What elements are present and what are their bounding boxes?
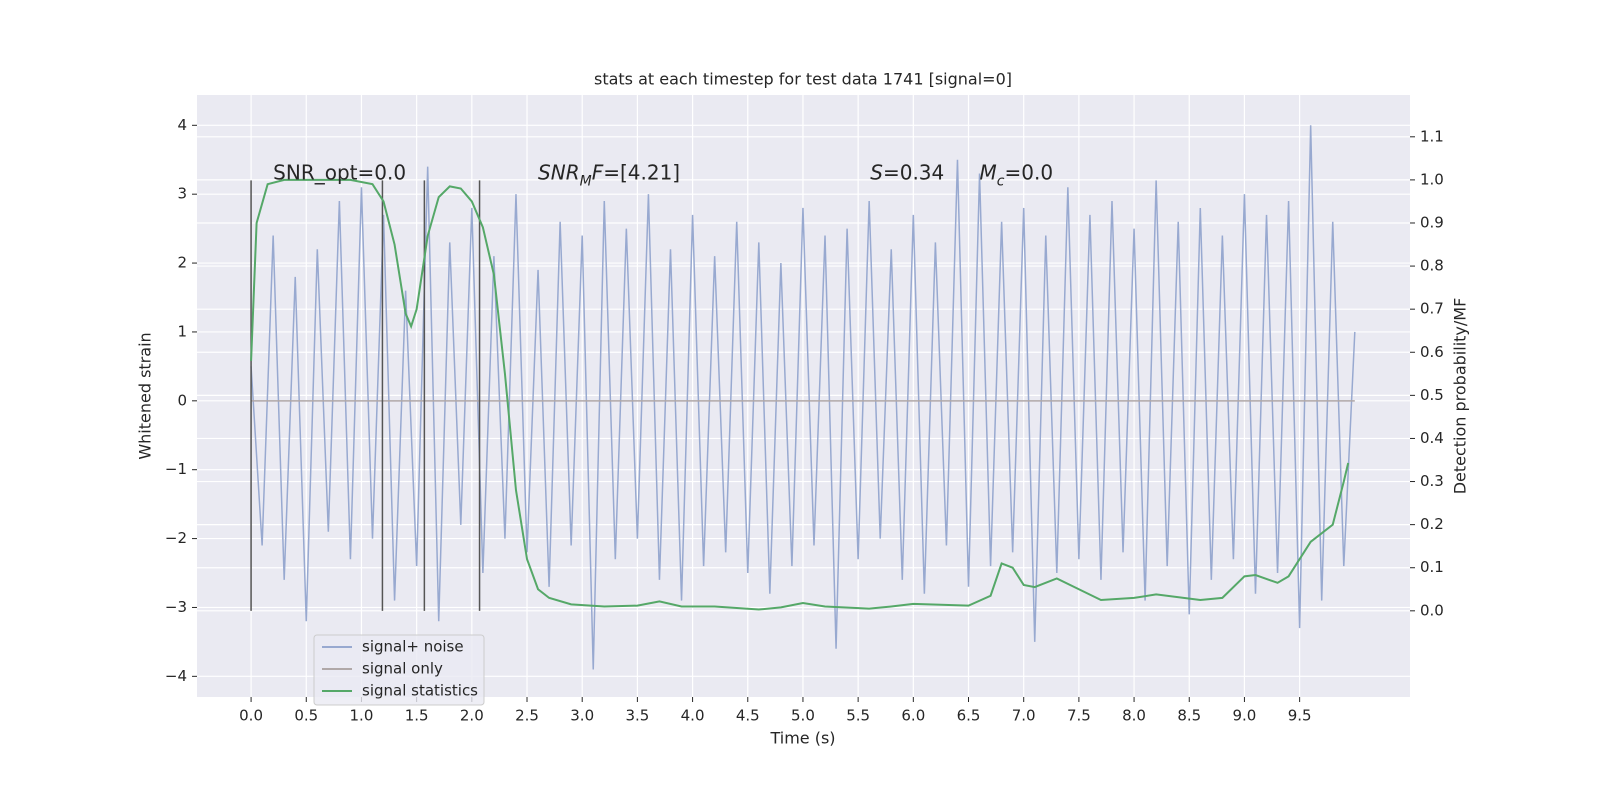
- marks: [250, 125, 1356, 670]
- y-axis-label: Whitened strain: [136, 332, 155, 459]
- y2-tick-label: 0.4: [1420, 429, 1444, 447]
- y2-tick-label: 0.0: [1420, 601, 1444, 619]
- y2-tick-label: 0.7: [1420, 300, 1444, 318]
- y2-tick-label: 0.8: [1420, 257, 1444, 275]
- annotation-part: =0.34: [883, 160, 944, 184]
- series-line: [250, 178, 1350, 611]
- annotation-part: =[4.21]: [603, 160, 680, 184]
- y2-tick-label: 1.1: [1420, 127, 1444, 145]
- annotation: Mc=0.0: [980, 160, 1054, 190]
- annotation-part: F: [592, 160, 604, 184]
- x-tick-label: 5.5: [846, 707, 870, 725]
- y2-tick-label: 0.2: [1420, 515, 1444, 533]
- legend-label: signal+ noise: [362, 638, 464, 656]
- y-tick-label: −2: [165, 529, 187, 547]
- y2-tick-label: 0.6: [1420, 343, 1444, 361]
- x-tick-label: 0.0: [239, 707, 263, 725]
- x-tick-label: 3.0: [570, 707, 594, 725]
- annotation-part: SNR: [538, 160, 580, 184]
- y2-tick-label: 0.1: [1420, 558, 1444, 576]
- y2-tick-label: 0.3: [1420, 472, 1444, 490]
- x-tick-label: 7.5: [1067, 707, 1091, 725]
- y2-tick-label: 1.0: [1420, 170, 1444, 188]
- y-tick-label: 4: [177, 116, 187, 134]
- annotation: S=0.34: [870, 160, 944, 184]
- annotation: SNR_opt=0.0: [273, 160, 406, 184]
- x-tick-label: 4.5: [736, 707, 760, 725]
- y-tick-label: −4: [165, 667, 187, 685]
- annotation-part: =0.0: [1005, 160, 1054, 184]
- x-tick-label: 8.5: [1177, 707, 1201, 725]
- y2-axis-label: Detection probability/MF: [1451, 298, 1470, 495]
- x-tick-label: 8.0: [1122, 707, 1146, 725]
- legend-box: [313, 634, 485, 706]
- y-tick-label: −3: [165, 598, 187, 616]
- annotation-part: c: [997, 174, 1005, 190]
- x-tick-label: 4.0: [681, 707, 705, 725]
- axes: 0.0 0.5 1.0 1.5 2.0 2.5 3.0 3.5 4.0 4.5 5.0 5.5 6.0 6…: [165, 116, 1444, 725]
- x-tick-label: 6.0: [901, 707, 925, 725]
- annotation: SNRMF=[4.21]: [538, 160, 680, 190]
- x-tick-label: 5.0: [791, 707, 815, 725]
- x-tick-label: 6.5: [957, 707, 981, 725]
- annotation-part: M: [980, 160, 997, 184]
- x-tick-label: 1.5: [405, 707, 429, 725]
- y2-tick-label: 0.9: [1420, 213, 1444, 231]
- chart-title: stats at each timestep for test data 174…: [594, 70, 1012, 89]
- y-tick-label: −1: [165, 460, 187, 478]
- x-tick-label: 9.5: [1288, 707, 1312, 725]
- annotation-part: S: [870, 160, 883, 184]
- x-tick-label: 2.0: [460, 707, 484, 725]
- x-tick-label: 9.0: [1233, 707, 1257, 725]
- y-tick-label: 0: [177, 391, 187, 409]
- x-tick-label: 0.5: [294, 707, 318, 725]
- legend-label: signal only: [362, 660, 443, 678]
- y-tick-label: 3: [177, 185, 187, 203]
- x-tick-label: 3.5: [625, 707, 649, 725]
- x-tick-label: 2.5: [515, 707, 539, 725]
- y2-tick-label: 0.5: [1420, 386, 1444, 404]
- series-line: [250, 125, 1356, 670]
- x-tick-label: 7.0: [1012, 707, 1036, 725]
- y-tick-label: 1: [177, 322, 187, 340]
- x-tick-label: 1.0: [350, 707, 374, 725]
- legend-label: signal statistics: [362, 682, 478, 700]
- y-tick-label: 2: [177, 254, 187, 272]
- x-axis-label: Time (s): [769, 729, 835, 748]
- annotation-part: SNR_opt=0.0: [273, 160, 406, 184]
- annotation-part: M: [580, 174, 592, 190]
